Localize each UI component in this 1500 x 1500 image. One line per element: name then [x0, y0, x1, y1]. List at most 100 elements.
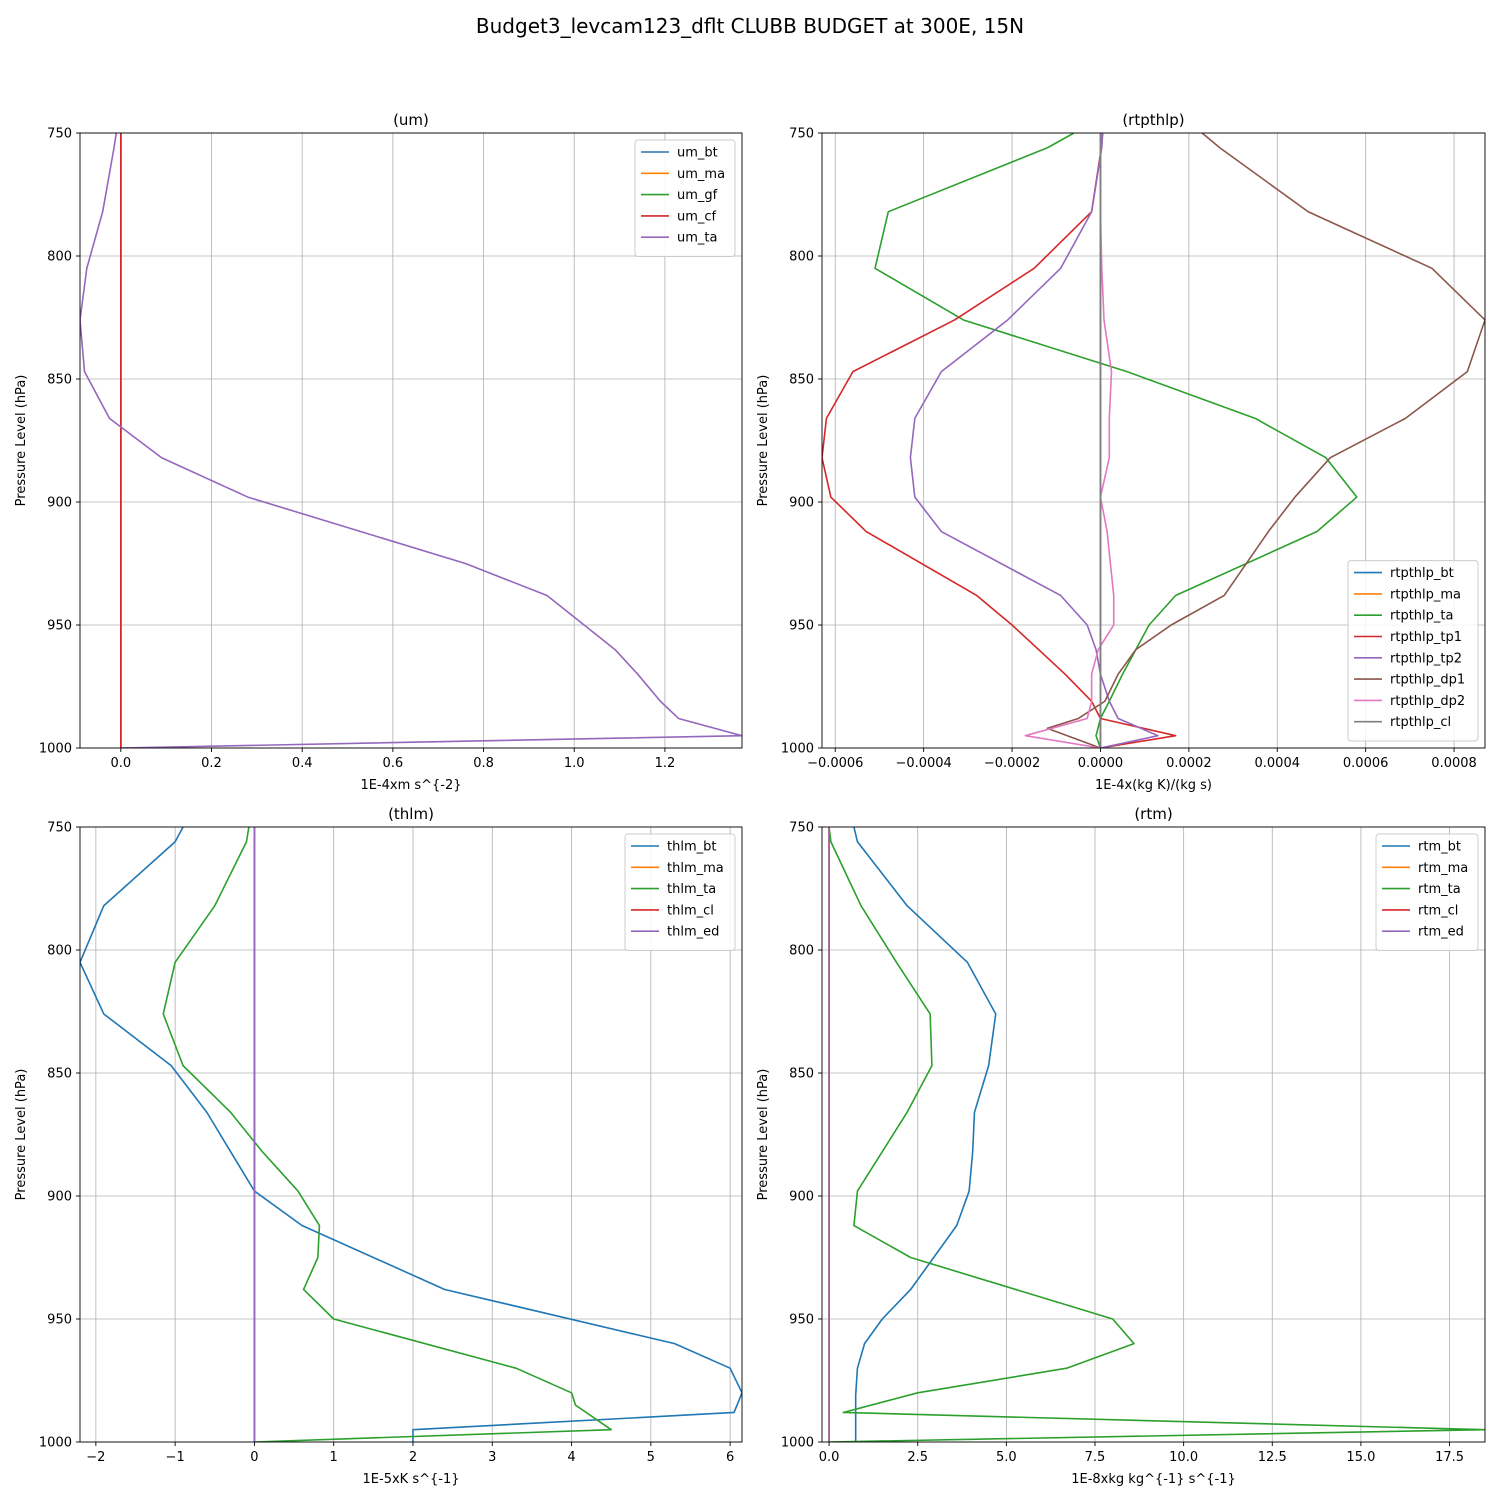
- y-tick-label: 1000: [781, 1436, 814, 1451]
- x-tick-label: 2: [409, 1450, 417, 1465]
- x-axis-label: 1E-4xm s^{-2}: [360, 778, 461, 793]
- legend: rtm_bt rtm_ma rtm_ta rtm_cl rtm_ed: [1375, 833, 1479, 951]
- x-tick-label: 1: [330, 1450, 338, 1465]
- panel-title: (um): [393, 111, 429, 129]
- series-group: [822, 133, 1485, 748]
- x-tick-label: 17.5: [1435, 1450, 1464, 1465]
- legend: thlm_bt thlm_ma thlm_ta thlm_cl thlm_ed: [624, 833, 736, 951]
- legend-label-thlm-ed: thlm_ed: [667, 925, 719, 940]
- x-tick-label: 0.4: [292, 756, 313, 771]
- y-tick-label: 850: [789, 1067, 814, 1082]
- legend-label-rtpthlp-tp2: rtpthlp_tp2: [1390, 651, 1462, 666]
- x-tick-label: 5.0: [996, 1450, 1017, 1465]
- series-line-rtpthlp-tp1: [822, 133, 1177, 748]
- x-tick-label: 12.5: [1258, 1450, 1287, 1465]
- series-line-rtpthlp-dp2: [1024, 133, 1115, 748]
- x-tick-label: 0.0: [110, 756, 131, 771]
- legend-label-rtpthlp-ma: rtpthlp_ma: [1390, 587, 1461, 602]
- x-tick-label: 0.0008: [1431, 756, 1477, 771]
- y-tick-label: 800: [789, 944, 814, 959]
- series-line-um-ta: [80, 133, 742, 748]
- x-tick-label: 1.2: [655, 756, 676, 771]
- x-tick-label: −0.0006: [807, 756, 863, 771]
- series-line-thlm-ta: [162, 827, 612, 1442]
- y-tick-label: 1000: [39, 1436, 72, 1451]
- axes-frame: [821, 132, 1486, 749]
- y-tick-label: 750: [47, 127, 72, 142]
- x-tick-label: 7.5: [1085, 1450, 1106, 1465]
- x-tick-label: −2: [86, 1450, 105, 1465]
- y-tick-label: 950: [47, 619, 72, 634]
- y-tick-label: 750: [789, 127, 814, 142]
- legend: um_bt um_ma um_gf um_cf um_ta: [634, 139, 736, 257]
- y-tick-label: 1000: [781, 742, 814, 757]
- axes-frame: [79, 826, 743, 1443]
- panel-title: (thlm): [388, 805, 434, 823]
- x-tick-label: 0.0: [819, 1450, 840, 1465]
- y-tick-label: 950: [47, 1313, 72, 1328]
- x-tick-label: 0.0006: [1343, 756, 1389, 771]
- figure-title: Budget3_levcam123_dflt CLUBB BUDGET at 3…: [475, 14, 1025, 38]
- legend-label-rtm-ta: rtm_ta: [1418, 882, 1461, 897]
- legend-label-rtpthlp-dp2: rtpthlp_dp2: [1390, 694, 1465, 709]
- legend-label-rtm-ma: rtm_ma: [1418, 861, 1468, 876]
- y-tick-label: 800: [47, 250, 72, 265]
- series-line-rtpthlp-ta: [874, 133, 1358, 748]
- x-tick-label: −1: [166, 1450, 185, 1465]
- series-line-rtm-ta: [828, 827, 1485, 1442]
- panel-rtpthlp: −0.0006 −0.0004 −0.0002 0.0000 0.0002 0.0004 0…: [756, 111, 1486, 793]
- x-tick-label: 0.8: [473, 756, 494, 771]
- y-tick-label: 800: [789, 250, 814, 265]
- x-tick-label: 15.0: [1346, 1450, 1375, 1465]
- y-tick-label: 1000: [39, 742, 72, 757]
- legend-label-um-gf: um_gf: [677, 188, 718, 203]
- legend-box: [1375, 833, 1479, 951]
- legend-label-um-ta: um_ta: [677, 231, 717, 246]
- series-line-rtm-bt: [853, 827, 997, 1442]
- legend-label-um-ma: um_ma: [677, 167, 725, 182]
- x-tick-label: 4: [567, 1450, 575, 1465]
- x-tick-label: 6: [726, 1450, 734, 1465]
- x-tick-label: 10.0: [1169, 1450, 1198, 1465]
- y-tick-label: 900: [47, 496, 72, 511]
- axes-frame: [79, 132, 743, 749]
- y-tick-label: 850: [47, 373, 72, 388]
- x-tick-label: 0.0002: [1166, 756, 1212, 771]
- series-group: [80, 827, 742, 1442]
- legend-label-rtm-ed: rtm_ed: [1418, 925, 1464, 940]
- legend-label-rtm-bt: rtm_bt: [1418, 840, 1461, 855]
- panel-rtm: 0.0 2.5 5.0 7.5 10.0 12.5 15.0 17.5 750 800 850 900…: [756, 805, 1486, 1487]
- legend-label-rtpthlp-ta: rtpthlp_ta: [1390, 609, 1453, 624]
- x-tick-label: −0.0002: [984, 756, 1040, 771]
- y-tick-label: 750: [47, 821, 72, 836]
- panel-um: 0.0 0.2 0.4 0.6 0.8 1.0 1.2 750 800 850 900 950 1000…: [14, 111, 743, 793]
- y-tick-label: 850: [789, 373, 814, 388]
- y-axis-label: Pressure Level (hPa): [756, 1069, 771, 1201]
- x-tick-label: 0.6: [383, 756, 404, 771]
- y-tick-label: 900: [789, 1190, 814, 1205]
- y-tick-label: 900: [47, 1190, 72, 1205]
- y-tick-label: 750: [789, 821, 814, 836]
- legend: rtpthlp_bt rtpthlp_ma rtpthlp_ta rtpthlp_tp…: [1347, 560, 1479, 742]
- legend-label-rtpthlp-cl: rtpthlp_cl: [1390, 715, 1451, 730]
- x-axis-label: 1E-8xkg kg^{-1} s^{-1}: [1071, 1472, 1236, 1487]
- x-tick-label: 0.2: [201, 756, 222, 771]
- legend-box: [624, 833, 736, 951]
- panel-title: (rtpthlp): [1122, 111, 1184, 129]
- legend-label-rtpthlp-bt: rtpthlp_bt: [1390, 566, 1454, 581]
- x-tick-label: 3: [488, 1450, 496, 1465]
- y-tick-label: 950: [789, 1313, 814, 1328]
- legend-label-rtm-cl: rtm_cl: [1418, 903, 1458, 918]
- legend-label-thlm-cl: thlm_cl: [667, 903, 714, 918]
- series-line-rtpthlp-tp2: [909, 133, 1159, 748]
- x-tick-label: 1.0: [564, 756, 585, 771]
- legend-label-rtpthlp-dp1: rtpthlp_dp1: [1390, 673, 1465, 688]
- y-tick-label: 950: [789, 619, 814, 634]
- x-tick-label: 0.0000: [1078, 756, 1124, 771]
- legend-label-um-cf: um_cf: [677, 209, 717, 224]
- y-tick-label: 900: [789, 496, 814, 511]
- legend-label-thlm-bt: thlm_bt: [667, 840, 716, 855]
- x-axis-label: 1E-4x(kg K)/(kg s): [1095, 778, 1212, 793]
- series-group: [80, 133, 742, 748]
